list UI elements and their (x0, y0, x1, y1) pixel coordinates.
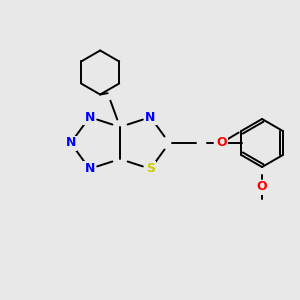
Text: N: N (66, 136, 76, 149)
Text: N: N (145, 111, 156, 124)
Text: N: N (84, 162, 95, 176)
Text: S: S (146, 162, 155, 176)
Text: N: N (84, 111, 95, 124)
Text: O: O (216, 136, 226, 149)
Text: O: O (257, 181, 267, 194)
